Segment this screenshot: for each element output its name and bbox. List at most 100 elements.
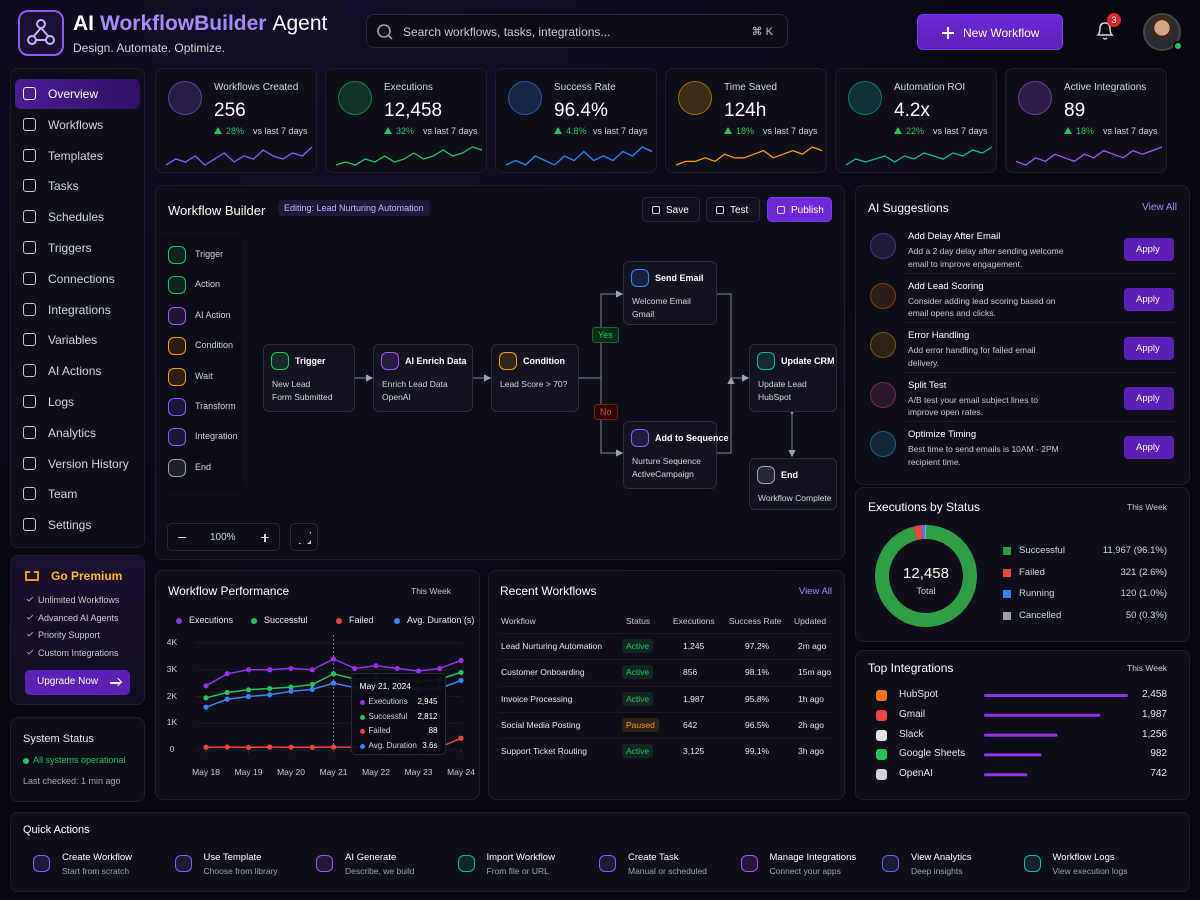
graphic bbox=[875, 525, 977, 627]
nav-item[interactable]: Integrations bbox=[15, 295, 140, 325]
nav-item[interactable]: Templates bbox=[15, 141, 140, 171]
apply-button[interactable]: Apply bbox=[1124, 436, 1174, 460]
notifications[interactable]: 3 bbox=[1095, 13, 1121, 42]
quick-action[interactable]: Create Workflow Start from scratch bbox=[33, 849, 168, 883]
table-cell: 3h ago bbox=[798, 746, 824, 757]
node-title: Condition bbox=[523, 356, 565, 366]
nav-item[interactable]: Team bbox=[15, 479, 140, 509]
zoom-out[interactable] bbox=[178, 537, 186, 539]
icon bbox=[757, 466, 775, 484]
workflow-node[interactable]: End Workflow Complete bbox=[749, 458, 837, 510]
workflow-builder: Workflow Builder Editing: Lead Nurturing … bbox=[155, 185, 845, 560]
workflow-node[interactable]: AI Enrich Data Enrich Lead Data OpenAI bbox=[373, 344, 473, 412]
quick-action-sub: Deep insights bbox=[911, 866, 963, 876]
view-all[interactable]: View All bbox=[798, 586, 832, 597]
nav-item[interactable]: Workflows bbox=[15, 110, 140, 140]
workflow-node[interactable]: Trigger New Lead Form Submitted bbox=[263, 344, 355, 412]
apply-button[interactable]: Apply bbox=[1124, 386, 1174, 410]
series-point bbox=[309, 681, 315, 688]
edge bbox=[717, 376, 735, 454]
quick-action[interactable]: Use Template Choose from library bbox=[174, 849, 310, 883]
nav-item[interactable]: Overview bbox=[15, 79, 140, 109]
quick-action[interactable]: Manage Integrations Connect your apps bbox=[740, 849, 876, 883]
series-point bbox=[245, 744, 252, 750]
nav-item[interactable]: Schedules bbox=[15, 202, 140, 232]
period-select[interactable]: This Week bbox=[1127, 502, 1167, 512]
search-placeholder: Search workflows, tasks, integrations... bbox=[403, 25, 611, 39]
nav-label: Workflows bbox=[48, 117, 104, 132]
nav-item[interactable]: Settings bbox=[15, 510, 140, 540]
check-icon bbox=[26, 630, 34, 637]
tooltip-dot bbox=[359, 729, 365, 734]
series-point bbox=[267, 692, 273, 698]
zoom-in[interactable] bbox=[264, 533, 266, 542]
nav-item[interactable]: Logs bbox=[15, 387, 140, 417]
table-cell[interactable]: Invoice Processing bbox=[501, 693, 573, 704]
nav-icon bbox=[23, 210, 36, 224]
fit-button[interactable] bbox=[290, 523, 318, 551]
node-line: HubSpot bbox=[758, 392, 792, 402]
suggestion-icon bbox=[870, 431, 896, 458]
quick-action-sub: Describe, we build bbox=[345, 866, 415, 876]
nav-item[interactable]: Analytics bbox=[15, 418, 140, 448]
period-select[interactable]: This Week bbox=[1127, 663, 1167, 673]
legend-name: Running bbox=[1019, 588, 1055, 599]
nav-item[interactable]: Tasks bbox=[15, 171, 140, 201]
legend-value: 120 (1.0%) bbox=[1120, 588, 1167, 599]
node-line: ActiveCampaign bbox=[632, 469, 694, 479]
period-select[interactable]: This Week bbox=[411, 586, 451, 596]
node-title: Send Email bbox=[655, 273, 704, 283]
nav-item[interactable]: Version History bbox=[15, 449, 140, 479]
premium-feature: Priority Support bbox=[38, 630, 101, 640]
quick-action[interactable]: View Analytics Deep insights bbox=[882, 849, 1017, 883]
table-cell[interactable]: Lead Nurturing Automation bbox=[501, 641, 603, 651]
builder-button[interactable]: Test bbox=[706, 197, 760, 222]
table-cell[interactable]: Customer Onboarding bbox=[501, 667, 585, 678]
row-divider bbox=[499, 685, 834, 687]
kpi-value: 4.2x bbox=[894, 100, 930, 121]
tagline: Design. Automate. Optimize. bbox=[73, 41, 226, 55]
workflow-node[interactable]: Update CRM Update Lead HubSpot bbox=[749, 344, 837, 412]
tooltip-name: Successful bbox=[368, 711, 408, 721]
series-point bbox=[330, 680, 337, 686]
node-title: Update CRM bbox=[781, 356, 835, 366]
tooltip-date: May 21, 2024 bbox=[359, 681, 412, 691]
table-cell[interactable]: Support Ticket Routing bbox=[501, 746, 587, 757]
search-box[interactable]: Search workflows, tasks, integrations...… bbox=[366, 14, 788, 48]
legend-swatch bbox=[1003, 547, 1011, 555]
workflow-node[interactable]: Add to Sequence Nurture Sequence ActiveCam… bbox=[623, 421, 729, 489]
nav-item[interactable]: Connections bbox=[15, 264, 140, 294]
builder-button[interactable]: Save bbox=[642, 197, 700, 222]
avatar[interactable] bbox=[1143, 13, 1183, 51]
button-label: Apply bbox=[1136, 442, 1160, 454]
quick-action[interactable]: AI Generate Describe, we build bbox=[316, 849, 451, 883]
apply-button[interactable]: Apply bbox=[1124, 337, 1174, 361]
table-cell[interactable]: Social Media Posting bbox=[501, 719, 581, 730]
nav-item[interactable]: Triggers bbox=[15, 233, 140, 263]
kpi-change: 22% bbox=[906, 126, 925, 136]
quick-action[interactable]: Import Workflow From file or URL bbox=[457, 849, 593, 883]
view-all[interactable]: View All bbox=[1142, 202, 1177, 213]
quick-action-sub: Start from scratch bbox=[62, 866, 130, 876]
palette-label: Trigger bbox=[195, 249, 224, 259]
quick-action-sub: Connect your apps bbox=[769, 866, 841, 876]
workflow-node[interactable]: Send Email Welcome Email Gmail bbox=[623, 261, 717, 325]
bell-icon bbox=[1096, 22, 1114, 40]
nav-item[interactable]: Variables bbox=[15, 325, 140, 355]
nav-label: Schedules bbox=[48, 210, 105, 225]
quick-action[interactable]: Workflow Logs View execution logs bbox=[1023, 849, 1159, 883]
ai-suggestions: AI Suggestions View All Add Delay After Em… bbox=[855, 185, 1190, 485]
workflow-node[interactable]: Condition Lead Score > 70? bbox=[491, 344, 579, 412]
new-workflow-button[interactable]: New Workflow bbox=[917, 14, 1063, 50]
palette-label: Action bbox=[195, 279, 221, 290]
legend-dot bbox=[251, 618, 257, 624]
integration-name: Gmail bbox=[899, 708, 926, 720]
builder-button[interactable]: Publish bbox=[767, 197, 832, 222]
nav-item[interactable]: AI Actions bbox=[15, 356, 140, 386]
upgrade-button[interactable]: Upgrade Now bbox=[25, 670, 130, 695]
integration-name: OpenAI bbox=[899, 768, 933, 780]
apply-button[interactable]: Apply bbox=[1124, 287, 1174, 311]
quick-action[interactable]: Create Task Manual or scheduled bbox=[599, 849, 734, 883]
apply-button[interactable]: Apply bbox=[1124, 238, 1174, 261]
palette-label: Condition bbox=[195, 340, 234, 351]
